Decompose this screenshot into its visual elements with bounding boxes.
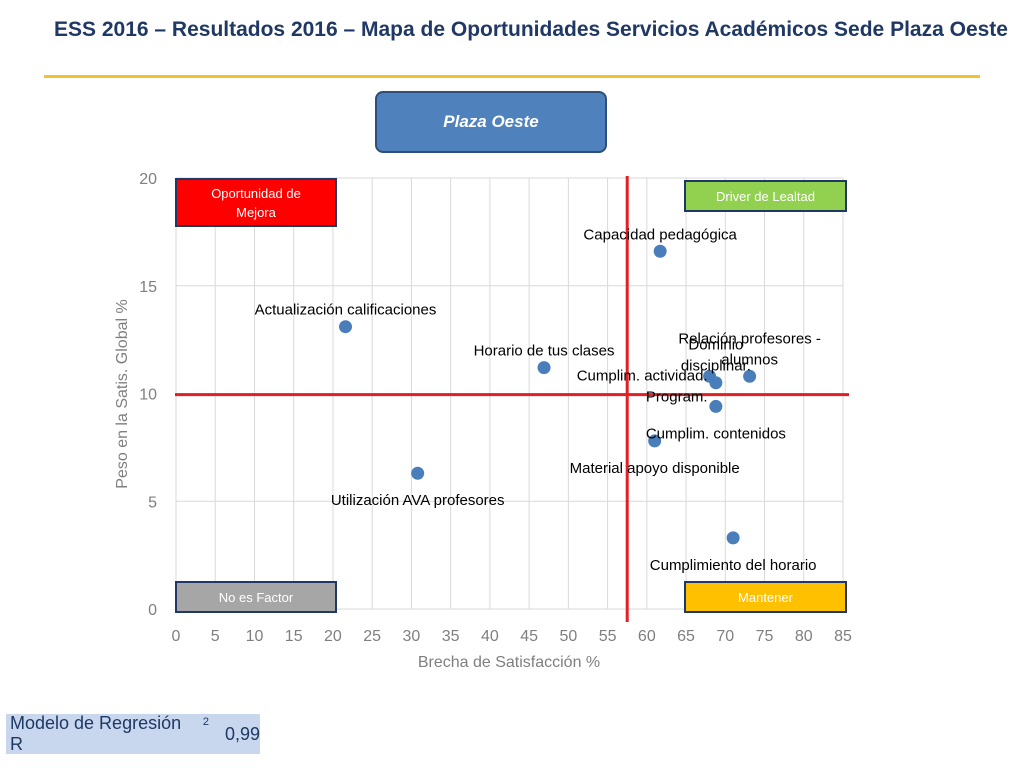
quadrant-box-top-right	[684, 180, 847, 212]
data-point[interactable]	[338, 320, 352, 334]
point-label: Program.	[646, 388, 708, 405]
quadrant-label: Mejora	[236, 205, 277, 220]
x-tick-label: 80	[795, 628, 813, 645]
x-tick-label: 60	[638, 628, 656, 645]
quadrant-box-top-left	[175, 178, 337, 227]
reference-lines	[175, 176, 849, 622]
point-label: Dominio	[688, 337, 743, 354]
axis-ticks: 0 5 10 15 20 25 30 35 40 45 50 55 60 65 70 75 80 85 0 5 10 15…	[139, 171, 852, 645]
regression-r2-box: Modelo de Regresión R 2 0,99	[6, 713, 260, 754]
x-tick-label: 50	[559, 628, 577, 645]
point-label: Material apoyo disponible	[570, 460, 740, 477]
y-axis-title: Peso en la Satis. Global %	[114, 299, 131, 488]
x-tick-label: 30	[403, 628, 421, 645]
point-label: Cumplim. contenidos	[646, 425, 786, 442]
x-tick-label: 75	[756, 628, 774, 645]
y-tick-label: 5	[148, 494, 157, 511]
x-tick-label: 70	[716, 628, 734, 645]
data-point[interactable]	[709, 399, 723, 413]
data-point[interactable]	[648, 434, 662, 448]
quadrant-label: Oportunidad de	[211, 186, 301, 201]
x-tick-label: 40	[481, 628, 499, 645]
x-tick-label: 5	[211, 628, 220, 645]
quadrant-box-bottom-left	[175, 581, 337, 613]
quadrant-label: Driver de Lealtad	[716, 189, 815, 204]
quadrant-label: Mantener	[738, 590, 794, 605]
x-tick-label: 0	[172, 628, 181, 645]
point-label: alumnos	[721, 351, 778, 368]
data-point[interactable]	[743, 369, 757, 383]
point-label: Horario de tus clases	[474, 343, 615, 360]
title-divider	[44, 75, 980, 78]
x-tick-label: 10	[246, 628, 264, 645]
data-point[interactable]	[726, 531, 740, 545]
x-tick-label: 85	[834, 628, 852, 645]
x-tick-label: 20	[324, 628, 342, 645]
point-label: Utilización AVA profesores	[331, 492, 505, 509]
x-tick-label: 35	[442, 628, 460, 645]
quadrant-box-bottom-right	[684, 581, 847, 613]
r2-label: Modelo de Regresión R	[10, 713, 182, 754]
point-label: disciplinar.	[681, 358, 751, 375]
x-tick-label: 25	[363, 628, 381, 645]
quadrant-label: No es Factor	[219, 590, 294, 605]
data-point[interactable]	[411, 466, 425, 480]
point-label: Capacidad pedagógica	[583, 226, 737, 243]
region-button-plaza-oeste[interactable]: Plaza Oeste	[375, 91, 607, 153]
y-tick-label: 20	[139, 171, 157, 188]
y-tick-label: 0	[148, 602, 157, 619]
y-tick-label: 15	[139, 279, 157, 296]
data-point[interactable]	[653, 244, 667, 258]
data-point[interactable]	[537, 361, 551, 375]
y-tick-label: 10	[139, 387, 157, 404]
x-tick-label: 15	[285, 628, 303, 645]
slide-title: ESS 2016 – Resultados 2016 – Mapa de Opo…	[54, 18, 1008, 41]
x-axis-title: Brecha de Satisfacción %	[418, 654, 600, 671]
quadrant-labels: Oportunidad de Mejora Driver de Lealtad No …	[175, 178, 847, 613]
data-points	[338, 244, 757, 545]
data-point[interactable]	[703, 369, 717, 383]
r2-superscript: 2	[202, 716, 209, 728]
point-label: Actualización calificaciones	[255, 302, 437, 319]
point-label: Cumplim. actividad.	[577, 367, 708, 384]
x-tick-label: 55	[599, 628, 617, 645]
point-label: Cumplimiento del horario	[650, 557, 817, 574]
r2-value: 0,99	[224, 723, 260, 744]
point-label: Relación profesores -	[678, 330, 821, 347]
x-tick-label: 45	[520, 628, 538, 645]
x-tick-label: 65	[677, 628, 695, 645]
point-labels: Capacidad pedagógica Actualización califi…	[255, 226, 821, 574]
